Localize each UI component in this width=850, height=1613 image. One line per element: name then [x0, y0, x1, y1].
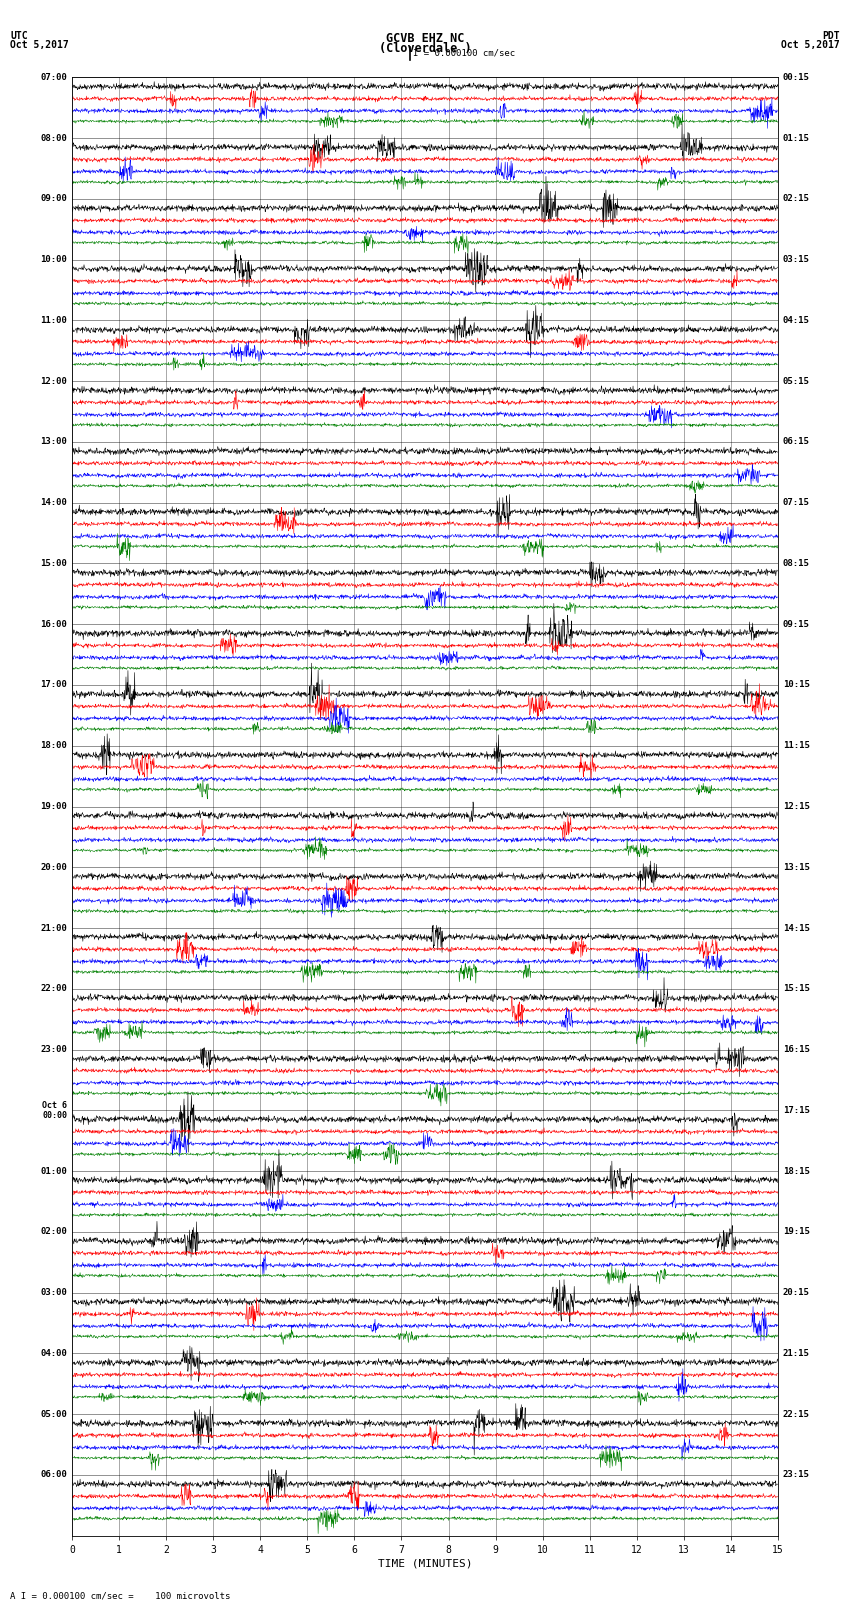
Text: 15:00: 15:00	[40, 560, 67, 568]
Text: A I = 0.000100 cm/sec =    100 microvolts: A I = 0.000100 cm/sec = 100 microvolts	[10, 1590, 230, 1600]
Text: 14:00: 14:00	[40, 498, 67, 506]
Text: 20:00: 20:00	[40, 863, 67, 871]
Text: 12:00: 12:00	[40, 377, 67, 386]
Text: 07:15: 07:15	[783, 498, 810, 506]
Text: 05:15: 05:15	[783, 377, 810, 386]
X-axis label: TIME (MINUTES): TIME (MINUTES)	[377, 1558, 473, 1569]
Text: 01:15: 01:15	[783, 134, 810, 142]
Text: 17:00: 17:00	[40, 681, 67, 689]
Text: 12:15: 12:15	[783, 802, 810, 811]
Text: 15:15: 15:15	[783, 984, 810, 994]
Text: 03:00: 03:00	[40, 1289, 67, 1297]
Text: UTC: UTC	[10, 31, 28, 40]
Text: GCVB EHZ NC: GCVB EHZ NC	[386, 32, 464, 45]
Text: 16:00: 16:00	[40, 619, 67, 629]
Text: 13:00: 13:00	[40, 437, 67, 447]
Text: 11:15: 11:15	[783, 742, 810, 750]
Text: 08:00: 08:00	[40, 134, 67, 142]
Text: 10:15: 10:15	[783, 681, 810, 689]
Text: 09:00: 09:00	[40, 195, 67, 203]
Text: 00:15: 00:15	[783, 73, 810, 82]
Text: 09:15: 09:15	[783, 619, 810, 629]
Text: 01:00: 01:00	[40, 1166, 67, 1176]
Text: 08:15: 08:15	[783, 560, 810, 568]
Text: 22:00: 22:00	[40, 984, 67, 994]
Text: (Cloverdale ): (Cloverdale )	[379, 42, 471, 55]
Text: 22:15: 22:15	[783, 1410, 810, 1418]
Text: 00:00: 00:00	[42, 1111, 67, 1119]
Text: Oct 6: Oct 6	[42, 1102, 67, 1110]
Text: 11:00: 11:00	[40, 316, 67, 324]
Text: 23:15: 23:15	[783, 1471, 810, 1479]
Text: 10:00: 10:00	[40, 255, 67, 265]
Text: 06:15: 06:15	[783, 437, 810, 447]
Text: 02:00: 02:00	[40, 1227, 67, 1236]
Text: 23:00: 23:00	[40, 1045, 67, 1053]
Text: 18:00: 18:00	[40, 742, 67, 750]
Text: 03:15: 03:15	[783, 255, 810, 265]
Text: 17:15: 17:15	[783, 1107, 810, 1115]
Text: 14:15: 14:15	[783, 924, 810, 932]
Text: 06:00: 06:00	[40, 1471, 67, 1479]
Text: 21:15: 21:15	[783, 1348, 810, 1358]
Text: 16:15: 16:15	[783, 1045, 810, 1053]
Text: 19:00: 19:00	[40, 802, 67, 811]
Text: 18:15: 18:15	[783, 1166, 810, 1176]
Text: 19:15: 19:15	[783, 1227, 810, 1236]
Text: 05:00: 05:00	[40, 1410, 67, 1418]
Text: 04:00: 04:00	[40, 1348, 67, 1358]
Text: 02:15: 02:15	[783, 195, 810, 203]
Text: 20:15: 20:15	[783, 1289, 810, 1297]
Text: 21:00: 21:00	[40, 924, 67, 932]
Text: I = 0.000100 cm/sec: I = 0.000100 cm/sec	[413, 48, 515, 58]
Text: 04:15: 04:15	[783, 316, 810, 324]
Text: 07:00: 07:00	[40, 73, 67, 82]
Text: PDT: PDT	[822, 31, 840, 40]
Text: Oct 5,2017: Oct 5,2017	[781, 40, 840, 50]
Text: Oct 5,2017: Oct 5,2017	[10, 40, 69, 50]
Text: 13:15: 13:15	[783, 863, 810, 871]
